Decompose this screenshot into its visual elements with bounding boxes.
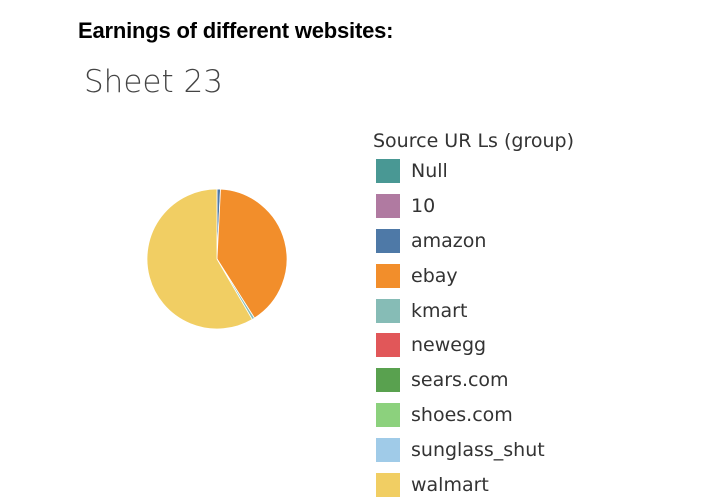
legend-label: Null [411, 160, 448, 183]
legend-label: ebay [411, 264, 458, 287]
pie-slice-walmart[interactable] [146, 188, 253, 330]
legend-item-kmart[interactable]: kmart [373, 293, 693, 328]
legend-swatch [376, 368, 400, 393]
legend-swatch [376, 298, 400, 323]
legend-item-10[interactable]: 10 [373, 189, 693, 224]
legend-swatch [376, 159, 400, 184]
legend-label: walmart [411, 473, 489, 496]
legend: Source UR Ls (group) Null 10 amazon ebay… [373, 128, 693, 502]
legend-item-newegg[interactable]: newegg [373, 328, 693, 363]
sheet-title: Sheet 23 [84, 64, 223, 100]
legend-item-amazon[interactable]: amazon [373, 224, 693, 259]
legend-item-null[interactable]: Null [373, 154, 693, 189]
legend-swatch [376, 194, 400, 219]
legend-item-sears[interactable]: sears.com [373, 363, 693, 398]
legend-list: Null 10 amazon ebay kmart newegg sears.c… [373, 154, 693, 502]
pie-chart-svg [146, 188, 288, 330]
legend-item-ebay[interactable]: ebay [373, 258, 693, 293]
legend-label: sunglass_shut [411, 438, 545, 461]
legend-swatch [376, 472, 400, 497]
legend-swatch [376, 333, 400, 358]
legend-item-walmart[interactable]: walmart [373, 467, 693, 502]
legend-label: 10 [411, 195, 436, 218]
legend-swatch [376, 402, 400, 427]
legend-label: shoes.com [411, 403, 513, 426]
legend-label: amazon [411, 229, 487, 252]
legend-item-sunglass-shut[interactable]: sunglass_shut [373, 432, 693, 467]
legend-swatch [376, 228, 400, 253]
legend-label: sears.com [411, 369, 509, 392]
legend-title: Source UR Ls (group) [373, 130, 574, 152]
legend-swatch [376, 437, 400, 462]
pie-chart [136, 178, 298, 340]
legend-swatch [376, 263, 400, 288]
chart-caption: Earnings of different websites: [78, 18, 394, 43]
legend-label: newegg [411, 334, 487, 357]
legend-label: kmart [411, 299, 468, 322]
legend-item-shoes[interactable]: shoes.com [373, 398, 693, 433]
